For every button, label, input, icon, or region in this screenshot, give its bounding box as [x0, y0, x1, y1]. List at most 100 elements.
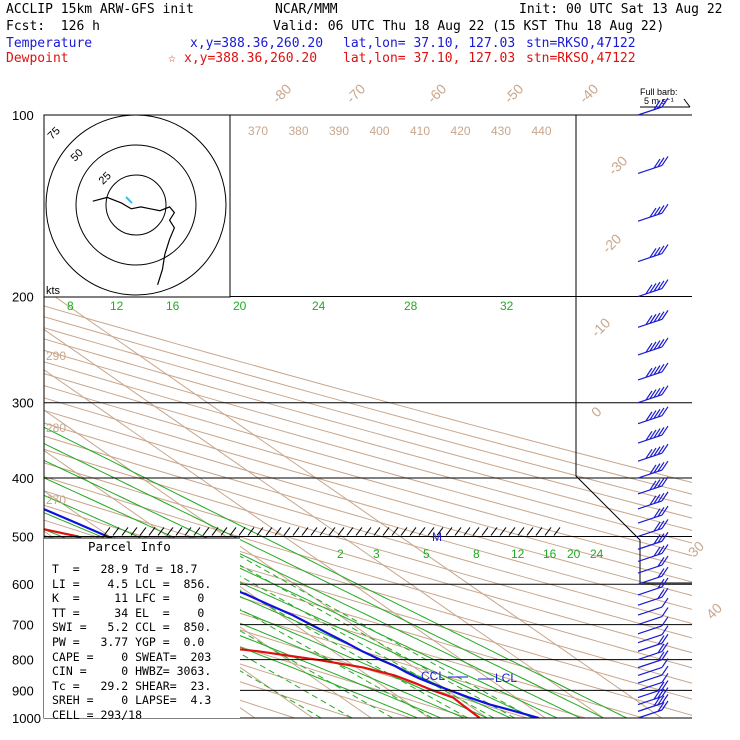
wind-barb-staff [637, 252, 663, 263]
parcel-info-box [44, 538, 240, 718]
wind-barb [637, 156, 669, 175]
wind-barb-flag [653, 408, 661, 419]
freezing-hatch [166, 527, 174, 536]
full-barb-sample-flag [683, 98, 691, 108]
wind-barb-flag [661, 519, 669, 529]
wind-barb-flag [645, 430, 653, 441]
wind-barb-flag [657, 492, 665, 503]
wind-barb-flag [653, 463, 661, 473]
freezing-hatch [247, 527, 255, 536]
wind-barb-staff [637, 650, 663, 661]
wind-barb-flag [661, 587, 669, 598]
wind-barb-flag [653, 494, 661, 504]
dewpoint-star-icon: ☆ [168, 51, 176, 66]
wind-barb-flag [657, 545, 665, 556]
wind-barb-flag [657, 445, 665, 455]
pressure-tick-label: 500 [12, 529, 34, 544]
wind-barb-flag [657, 643, 665, 654]
freezing-hatch [265, 527, 273, 536]
theta-label: 410 [410, 124, 430, 138]
wind-barb-flag [645, 449, 653, 459]
freezing-hatch [229, 527, 237, 536]
wind-barb-flag [653, 446, 661, 457]
wind-barb [637, 460, 669, 479]
wind-barb-staff [637, 564, 663, 574]
wind-barb-flag [657, 338, 665, 349]
wind-barb-flag [657, 568, 665, 578]
temperature-xy: x,y=388.36,260.20 [190, 36, 324, 51]
wind-barb-flag [661, 406, 669, 416]
freezing-hatch [364, 527, 372, 536]
isotherm-label: -20 [599, 230, 625, 256]
freezing-hatch [301, 527, 309, 536]
freezing-hatch [373, 527, 381, 536]
moist-adiabat-label: 8 [67, 299, 74, 313]
wind-barb-flag [661, 244, 669, 254]
wind-barb [637, 519, 669, 538]
parcel-info-row: SREH = 0 LAPSE= 4.3 [52, 693, 212, 708]
wind-barb-flag [649, 464, 657, 475]
mixing-ratio-label: 20 [567, 547, 581, 561]
wind-barb-staff [637, 616, 663, 626]
wind-barb-flag [661, 97, 669, 108]
wind-barb-staff [637, 452, 663, 462]
pressure-tick-label: 600 [12, 577, 34, 592]
wind-barb [637, 310, 669, 328]
isotherm-line [44, 328, 604, 718]
freezing-hatch [256, 527, 264, 536]
forecast-hour: Fcst: 126 h [6, 19, 100, 34]
wind-barb-flag [653, 100, 661, 110]
freezing-hatch [508, 527, 516, 536]
freezing-hatch [355, 527, 363, 536]
wind-barb-staff [637, 514, 663, 524]
wind-barb-staff [637, 212, 663, 222]
freezing-hatch [454, 527, 462, 536]
wind-barb-flag [645, 315, 653, 325]
wind-barb-flag [653, 365, 661, 375]
wind-barb [637, 425, 669, 444]
wind-barb-flag [661, 658, 669, 668]
theta-label: 420 [451, 124, 471, 138]
wind-barb-flag [649, 207, 657, 218]
model-title: ACCLIP 15km ARW-GFS init [6, 2, 194, 17]
wind-barb-staff [637, 415, 663, 425]
dry-adiabat-line [44, 599, 412, 718]
hodograph-trace [92, 196, 176, 285]
wind-barb-flag [649, 248, 657, 258]
wind-barb-flag [661, 633, 669, 644]
parcel-info-row: PW = 3.77 YGP = 0.0 [52, 635, 205, 649]
wind-barb-flag [661, 337, 669, 348]
mixing-ratio-line [188, 536, 515, 718]
theta-label: 290 [46, 349, 66, 363]
wind-barb [637, 673, 669, 691]
pressure-tick-label: 700 [12, 618, 34, 633]
wind-barb-flag [653, 479, 661, 489]
wind-barb [637, 642, 669, 661]
freezing-hatch [544, 527, 552, 536]
parcel-info-row: TT = 34 EL = 0 [52, 605, 205, 620]
pressure-tick-label: 1000 [12, 711, 41, 726]
wind-barb-staff [637, 394, 663, 404]
wind-barb [637, 700, 669, 719]
freezing-hatch [283, 527, 291, 536]
wind-barb-flag [661, 616, 669, 627]
parcel-info-row: SWI = 5.2 CCL = 850. [52, 620, 212, 635]
wind-barb [637, 491, 669, 510]
parcel-info-row: CIN = 0 HWBZ= 3063. [52, 664, 212, 679]
freezing-hatch [202, 527, 210, 536]
freezing-hatch [346, 527, 354, 536]
wind-barb-flag [645, 367, 653, 378]
wind-barb [637, 694, 669, 712]
wind-barb [637, 680, 669, 699]
parcel-info-row: Tc = 29.2 SHEAR= 23. [52, 678, 212, 693]
freezing-hatch [220, 527, 228, 536]
temperature-station: stn=RKSO,47122 [526, 36, 636, 51]
wind-barb [637, 531, 669, 550]
wind-barb [637, 97, 669, 116]
dry-adiabat-line [44, 435, 692, 625]
wind-barb-staff [637, 606, 663, 616]
dry-adiabat-line [44, 349, 692, 531]
wind-barb-flag [661, 687, 669, 697]
parcel-info-row: LI = 4.5 LCL = 856. [52, 576, 212, 591]
